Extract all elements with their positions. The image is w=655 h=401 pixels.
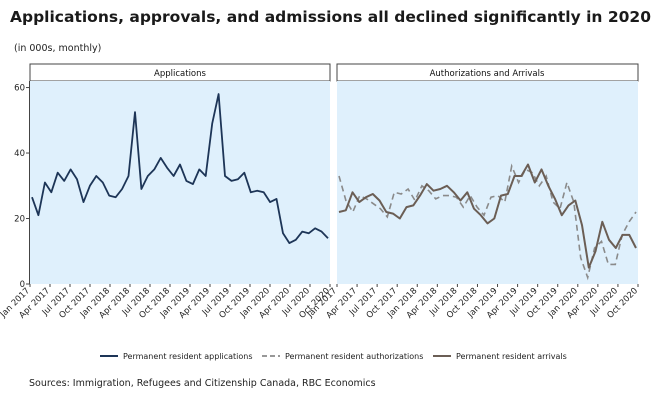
legend-arrivals-label: Permanent resident arrivals [456, 352, 567, 361]
applications-panel [30, 81, 330, 284]
legend-authorizations-label: Permanent resident authorizations [285, 352, 423, 361]
applications-line [31, 93, 329, 244]
legend-applications-label: Permanent resident applications [123, 352, 253, 361]
authorizations-line [338, 163, 637, 281]
y-tick-label: 0 [20, 280, 25, 290]
applications-strip-label: Applications [154, 69, 206, 79]
authorizations-arrivals-strip-label: Authorizations and Arrivals [430, 69, 545, 79]
source-note: Sources: Immigration, Refugees and Citiz… [29, 378, 376, 389]
y-tick-label: 40 [14, 149, 25, 159]
legend: Permanent resident applications Permanen… [100, 352, 567, 361]
arrivals-line [338, 163, 637, 269]
y-tick-label: 60 [14, 84, 25, 94]
authorizations-arrivals-panel [337, 81, 638, 284]
chart-title: Applications, approvals, and admissions … [10, 8, 651, 26]
chart-subtitle: (in 000s, monthly) [14, 43, 102, 54]
y-tick-label: 20 [14, 215, 25, 225]
